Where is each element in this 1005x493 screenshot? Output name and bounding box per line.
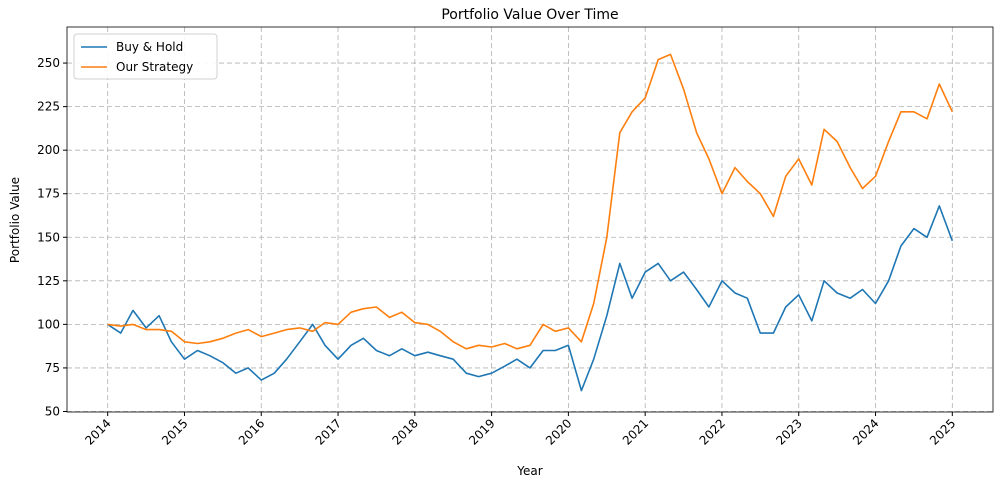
y-axis-label: Portfolio Value — [8, 177, 22, 263]
legend: Buy & Hold Our Strategy — [73, 33, 218, 80]
x-tick-label: 2023 — [773, 416, 804, 447]
x-tick-label: 2015 — [159, 416, 190, 447]
y-tick-label: 75 — [45, 361, 60, 375]
chart-title: Portfolio Value Over Time — [441, 7, 618, 23]
x-tick-label: 2021 — [620, 416, 651, 447]
y-tick-label: 175 — [37, 187, 60, 201]
y-tick-label: 100 — [37, 317, 60, 331]
legend-label: Buy & Hold — [116, 40, 183, 54]
x-tick-label: 2016 — [236, 416, 267, 447]
x-tick-label: 2017 — [313, 416, 344, 447]
x-tick-label: 2025 — [927, 416, 958, 447]
plot-frame — [66, 26, 994, 413]
legend-label: Our Strategy — [116, 60, 193, 74]
x-tick-label: 2014 — [82, 416, 113, 447]
y-tick-label: 225 — [37, 100, 60, 114]
x-tick-label: 2022 — [697, 416, 728, 447]
legend-box — [73, 33, 218, 80]
y-tick-label: 250 — [37, 56, 60, 70]
series-line — [107, 53, 954, 350]
x-tick-label: 2020 — [543, 416, 574, 447]
x-tick-label: 2019 — [466, 416, 497, 447]
y-tick-label: 150 — [37, 230, 60, 244]
x-tick-label: 2024 — [850, 416, 881, 447]
x-tick-label: 2018 — [389, 416, 420, 447]
x-axis-label: Year — [516, 464, 542, 478]
series-line — [107, 205, 954, 392]
y-tick-label: 50 — [45, 404, 60, 418]
y-tick-label: 200 — [37, 143, 60, 157]
y-tick-label: 125 — [37, 274, 60, 288]
